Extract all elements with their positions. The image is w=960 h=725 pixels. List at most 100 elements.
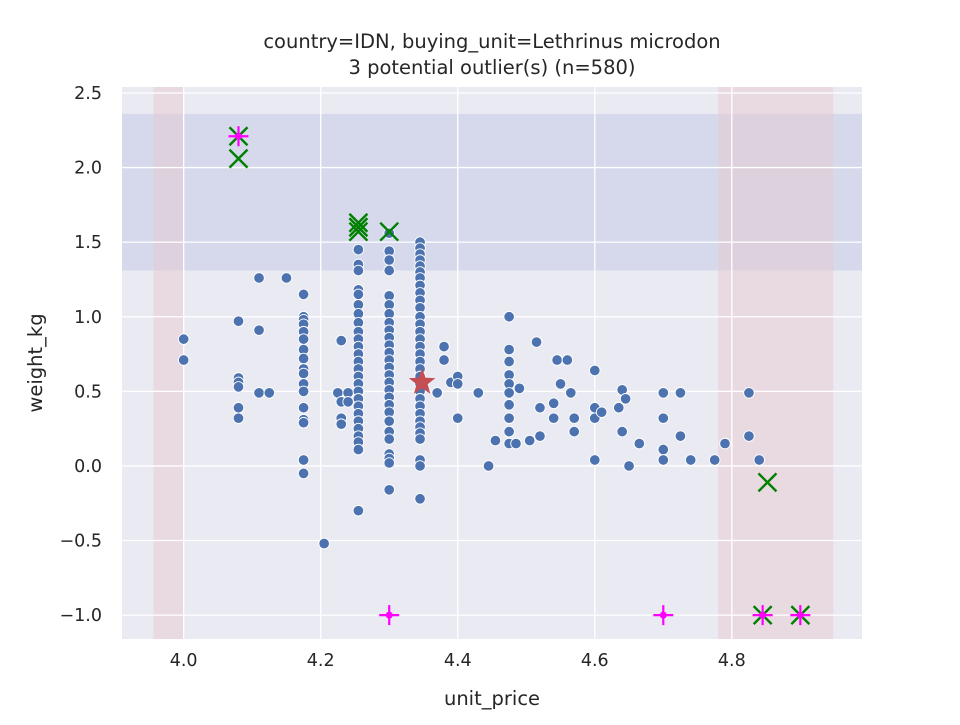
missing-plus-marker [379,605,400,626]
data-point [589,454,601,466]
data-point [568,425,580,438]
data-point [534,430,546,442]
data-point [297,385,310,398]
data-point [753,454,765,466]
data-point [352,264,365,277]
data-point [335,334,348,347]
x-tick-label: 4.2 [307,651,335,671]
outlier-x-stroke [348,221,369,242]
chart-subtitle: 3 potential outlier(s) (n=580) [348,56,635,79]
data-point [335,418,348,430]
data-point [503,412,515,424]
data-point [263,387,276,399]
data-point [414,433,426,445]
data-point [253,272,265,284]
data-point [534,402,546,414]
y-tick-label: 0.5 [74,382,102,402]
data-point [684,454,697,466]
data-point [342,396,354,408]
data-point [383,415,395,427]
data-point [383,484,395,496]
data-point [438,354,450,366]
data-point [503,311,515,323]
data-point [297,333,310,345]
data-point [503,355,515,368]
data-point [743,387,755,399]
data-point [177,333,190,345]
data-point [657,412,670,424]
data-point [619,393,632,405]
data-point [503,387,515,399]
data-point [451,378,464,390]
y-tick-label: 2.0 [74,159,102,179]
outlier-x-stroke [379,221,400,242]
data-point [177,354,190,366]
data-point [568,412,580,424]
outlier-x-marker [348,221,369,242]
data-point [510,437,522,450]
data-point [352,243,365,256]
outlier-x-marker [348,212,369,233]
data-point [523,434,536,447]
data-point [438,340,450,353]
data-point [451,412,464,424]
data-point [352,504,365,517]
data-point [297,288,310,301]
data-point [232,315,245,327]
outlier-x-stroke [228,148,249,169]
data-point [482,460,495,472]
data-point [414,460,426,472]
missing-plus-marker [790,605,811,626]
y-tick-label: −0.5 [60,532,103,552]
outlier-x-stroke [348,212,369,233]
x-axis-label: unit_price [444,687,540,710]
outlier-markers [228,126,811,626]
data-point [708,454,721,466]
data-point [674,387,687,399]
data-point [719,437,731,450]
data-point [297,352,310,365]
data-point [232,402,245,414]
data-point [253,324,265,336]
data-point [743,430,755,442]
outlier-x-marker [348,217,369,238]
data-point [503,425,515,438]
data-point [547,397,560,410]
data-point [657,387,670,399]
data-point [530,336,543,348]
chart-title: country=IDN, buying_unit=Lethrinus micro… [263,30,720,53]
outlier-x-stroke [348,217,369,238]
median-star [408,368,436,394]
data-point [554,378,567,390]
data-point [280,272,293,284]
data-point [297,367,310,380]
data-point [232,381,245,393]
x-tick-labels: 4.0 4.2 4.4 4.6 4.8 [170,651,746,671]
data-point [297,467,310,480]
plot-background [122,87,862,639]
data-point [383,457,395,469]
outlier-x-marker [757,472,778,493]
y-tick-label: 1.0 [74,308,102,328]
data-point [352,288,365,301]
data-point [383,264,395,277]
data-point [352,443,365,456]
x-tick-label: 4.8 [718,651,746,671]
data-point [513,382,526,395]
data-point [547,412,560,424]
data-point [318,537,330,550]
data-point [297,454,310,466]
data-point [503,343,515,356]
data-point [633,437,646,450]
data-point [383,254,395,266]
x-tick-label: 4.4 [444,651,472,671]
data-point [232,412,245,424]
data-point [657,443,670,456]
y-tick-label: 2.5 [74,84,102,104]
data-point [551,354,563,366]
x-tick-label: 4.6 [581,651,609,671]
vertical-band [153,87,184,639]
outlier-x-marker [228,148,249,169]
